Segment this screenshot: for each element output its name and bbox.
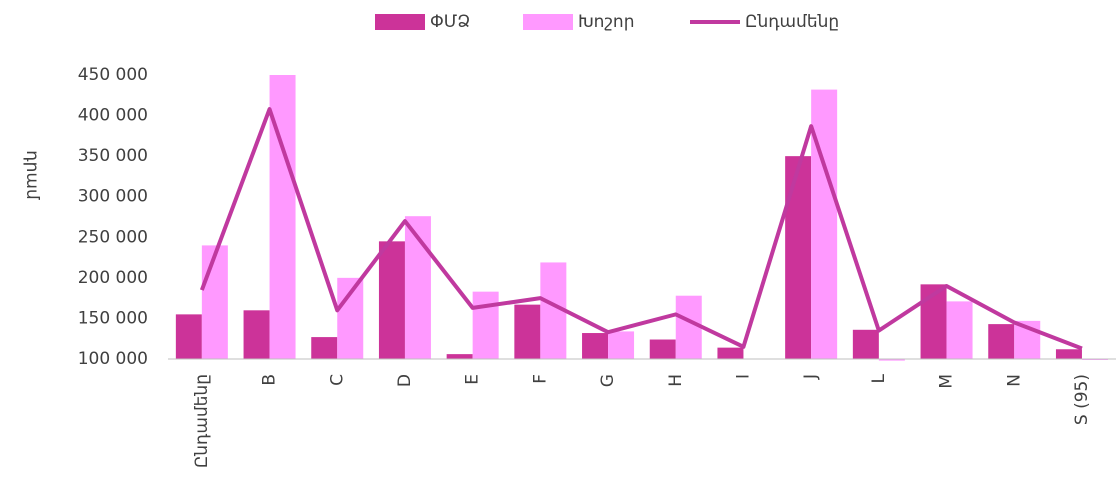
bar [472, 291, 499, 359]
y-tick-label: 400 000 [78, 106, 148, 126]
x-tick-label: N [1004, 374, 1024, 387]
bar [446, 354, 473, 359]
legend-label: ՓՄՁ [430, 12, 470, 32]
bar [649, 339, 676, 359]
x-tick-label: H [666, 374, 686, 387]
bar [311, 337, 338, 359]
x-tick-label: J [801, 374, 821, 380]
y-axis-label: դրամ [22, 150, 42, 200]
y-tick-label: 450 000 [78, 65, 148, 85]
x-tick-label: F [530, 374, 550, 384]
bar [175, 314, 202, 359]
y-tick-label: 150 000 [78, 308, 148, 328]
bar [582, 333, 609, 359]
y-tick-label: 250 000 [78, 227, 148, 247]
bar [608, 331, 635, 359]
y-tick-label: 300 000 [78, 187, 148, 207]
legend-label: Խոշոր [578, 12, 634, 32]
bar [514, 304, 541, 359]
x-tick-label: M [937, 374, 957, 389]
bar [201, 245, 228, 359]
x-tick-label: D [395, 374, 415, 387]
bar [811, 89, 838, 359]
x-tick-label: G [598, 374, 618, 387]
line [199, 107, 1083, 351]
legend-swatch [523, 14, 573, 30]
bar [378, 241, 405, 359]
legend-label: Ընդամենը [745, 12, 839, 32]
x-tick-label: S (95) [1072, 374, 1092, 425]
bar [675, 295, 702, 359]
x-tick-label: E [463, 374, 483, 385]
x-tick-label: I [733, 374, 753, 379]
legend-swatch [375, 14, 425, 30]
x-tick-label: B [260, 374, 280, 386]
y-tick-label: 200 000 [78, 268, 148, 288]
x-tick-label: Ընդամենը [192, 374, 212, 468]
x-tick-label: C [327, 374, 347, 386]
y-tick-label: 100 000 [78, 349, 148, 369]
x-tick-label: L [869, 373, 889, 383]
bar [946, 301, 973, 359]
bar [878, 359, 905, 361]
bar [785, 156, 812, 359]
bar [1055, 349, 1082, 359]
bar [988, 324, 1015, 359]
bar [243, 310, 270, 359]
bar [717, 347, 744, 359]
bar [852, 329, 879, 359]
y-tick-label: 350 000 [78, 146, 148, 166]
